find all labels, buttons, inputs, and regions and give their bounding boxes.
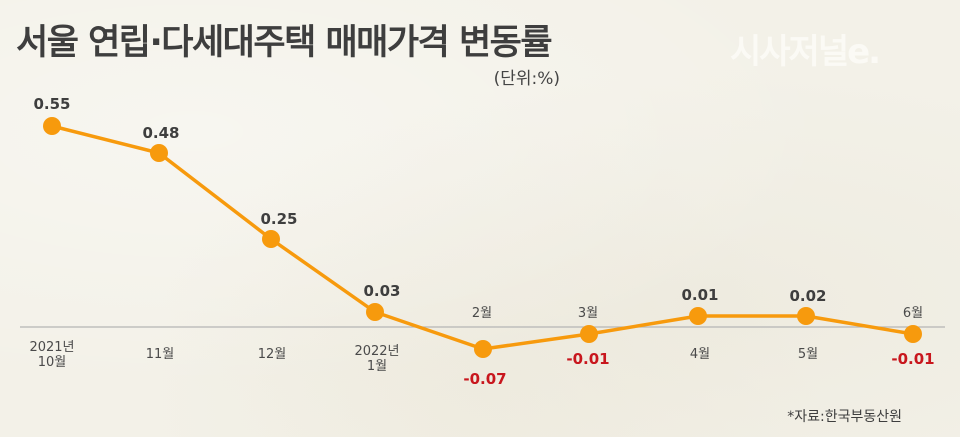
value-label: 0.25 [260,210,297,228]
data-point-marker [43,117,61,135]
category-label: 10월 [38,355,67,370]
category-label: 12월 [258,347,287,362]
data-markers [43,117,922,358]
data-point-marker [797,307,815,325]
category-label: 6월 [903,306,923,321]
source-note: *자료:한국부동산원 [787,409,902,425]
value-label: -0.07 [463,370,506,388]
data-point-marker [262,230,280,248]
data-point-marker [904,325,922,343]
data-point-marker [689,307,707,325]
data-point-marker [366,303,384,321]
data-point-marker [150,144,168,162]
data-point-marker [580,325,598,343]
category-label: 1월 [367,359,387,374]
value-label: -0.01 [566,350,609,368]
data-point-marker [474,340,492,358]
watermark-logo: 시사저널e. [730,32,881,72]
value-label: 0.02 [789,287,826,305]
category-label: 2021년 [29,340,74,355]
value-label: -0.01 [891,350,934,368]
value-labels: 0.55 0.48 0.25 0.03 -0.07 -0.01 0.01 0.02 -0.01 [33,95,934,388]
category-label: 2월 [472,306,492,321]
value-label: 0.55 [33,95,70,113]
value-label: 0.48 [142,124,179,142]
value-label: 0.03 [363,282,400,300]
category-label: 4월 [690,347,710,362]
category-label: 5월 [798,347,818,362]
category-label: 2022년 [354,344,399,359]
chart-title: 서울 연립·다세대주택 매매가격 변동률 [16,23,553,63]
unit-label: (단위:%) [493,69,560,89]
category-label: 11월 [146,347,175,362]
value-label: 0.01 [681,286,718,304]
category-label: 3월 [578,306,598,321]
